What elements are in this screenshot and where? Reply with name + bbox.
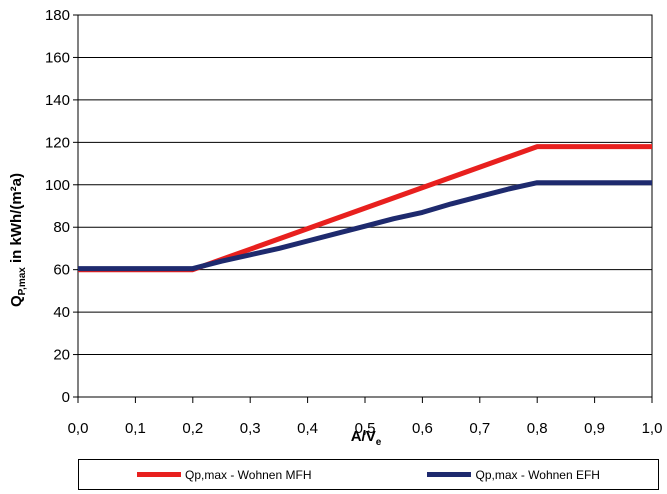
legend-swatch-mfh	[137, 472, 181, 477]
y-tick-label: 60	[53, 262, 70, 279]
series-lines	[78, 144, 652, 273]
series-line-mfh	[78, 144, 652, 273]
y-tick-label: 140	[45, 92, 70, 109]
y-tick-label: 40	[53, 304, 70, 321]
y-tick-label: 80	[53, 219, 70, 236]
x-tick-label: 0,0	[68, 420, 89, 437]
x-tick-label: 0,2	[182, 420, 203, 437]
legend-label-mfh: Qp,max - Wohnen MFH	[185, 467, 312, 482]
x-tick-label: 0,5	[355, 420, 376, 437]
legend: Qp,max - Wohnen MFH Qp,max - Wohnen EFH	[78, 459, 659, 490]
x-tick-label: 0,3	[240, 420, 261, 437]
x-tick-label: 0,7	[469, 420, 490, 437]
legend-swatch-efh	[427, 472, 472, 477]
legend-entry-efh: Qp,max - Wohnen EFH	[427, 468, 600, 482]
legend-entry-mfh: Qp,max - Wohnen MFH	[137, 468, 311, 482]
y-tick-label: 160	[45, 49, 70, 66]
x-tick-label: 0,6	[412, 420, 433, 437]
legend-label-efh: Qp,max - Wohnen EFH	[475, 467, 600, 482]
chart-svg: 0 20 40 60 80 100 120 140 160 180 0,0 0,1 0,2 0,3 0,4 0…	[8, 7, 662, 448]
y-tick-label: 120	[45, 134, 70, 151]
x-tick-label: 1,0	[642, 420, 663, 437]
x-axis-title: A/Ve	[351, 428, 382, 448]
y-tick-label: 20	[53, 347, 70, 364]
x-tick-label: 0,9	[584, 420, 605, 437]
y-tick-label: 100	[45, 177, 70, 194]
series-line-efh	[78, 180, 652, 272]
y-tick-label: 180	[45, 7, 70, 24]
y-axis-title: QP,max in kWh/(m²a)	[8, 173, 28, 307]
x-tick-label: 0,4	[297, 420, 318, 437]
x-tick-label: 0,1	[125, 420, 146, 437]
x-tick-label: 0,8	[527, 420, 548, 437]
axis-ticks: 0 20 40 60 80 100 120 140 160 180 0,0 0,1 0,2 0,3 0,4 0…	[45, 7, 662, 437]
y-tick-label: 0	[62, 389, 70, 406]
